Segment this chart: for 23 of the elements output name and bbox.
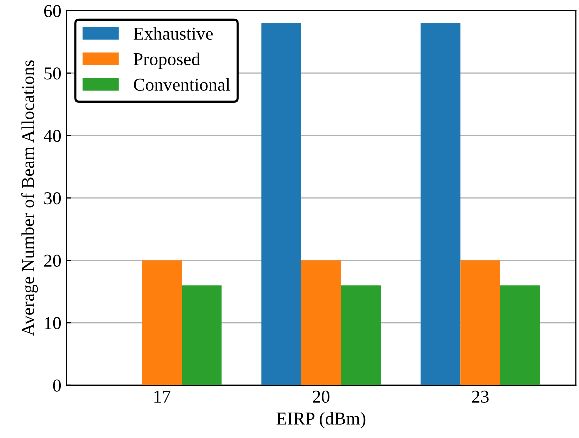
x-tick-label: 20 — [313, 390, 330, 404]
x-tick-label: 23 — [472, 390, 489, 404]
bar — [142, 260, 182, 386]
legend-label: Conventional — [134, 78, 230, 92]
x-tick-label: 17 — [154, 390, 171, 403]
y-tick-label: 50 — [44, 68, 62, 80]
bar — [460, 260, 500, 386]
y-tick-label: 40 — [44, 130, 62, 142]
bar — [341, 286, 382, 386]
y-tick-label: 0 — [53, 380, 62, 392]
y-axis-title: Average Number of Beam Allocations — [22, 60, 38, 336]
bar — [500, 286, 540, 386]
y-tick-label: 20 — [44, 254, 62, 268]
legend-label: Exhaustive — [134, 27, 213, 40]
legend-label: Proposed — [134, 52, 200, 70]
y-tick-label: 10 — [45, 317, 62, 330]
bar — [182, 286, 222, 386]
bar — [262, 23, 302, 386]
y-tick-label: 30 — [44, 192, 62, 205]
y-tick-label: 60 — [44, 5, 62, 18]
bar — [301, 260, 342, 386]
x-axis-title: EIRP (dBm) — [276, 412, 366, 429]
bar — [420, 23, 461, 386]
